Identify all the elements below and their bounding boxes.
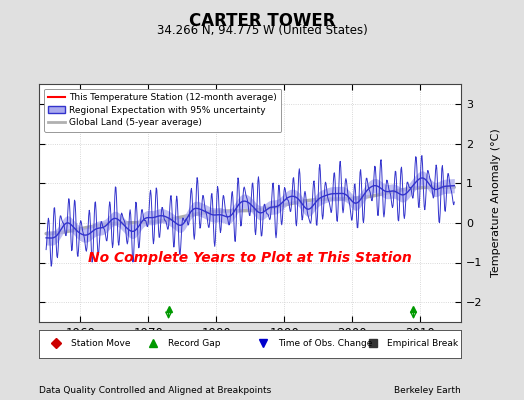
- Text: Berkeley Earth: Berkeley Earth: [395, 386, 461, 395]
- Text: 34.266 N, 94.775 W (United States): 34.266 N, 94.775 W (United States): [157, 24, 367, 37]
- Text: Record Gap: Record Gap: [168, 339, 221, 348]
- Legend: This Temperature Station (12-month average), Regional Expectation with 95% uncer: This Temperature Station (12-month avera…: [44, 88, 281, 132]
- Text: Station Move: Station Move: [71, 339, 130, 348]
- Text: CARTER TOWER: CARTER TOWER: [189, 12, 335, 30]
- Text: Empirical Break: Empirical Break: [387, 339, 458, 348]
- Y-axis label: Temperature Anomaly (°C): Temperature Anomaly (°C): [491, 129, 501, 277]
- Text: No Complete Years to Plot at This Station: No Complete Years to Plot at This Statio…: [89, 251, 412, 265]
- Text: Time of Obs. Change: Time of Obs. Change: [278, 339, 372, 348]
- Text: Data Quality Controlled and Aligned at Breakpoints: Data Quality Controlled and Aligned at B…: [39, 386, 271, 395]
